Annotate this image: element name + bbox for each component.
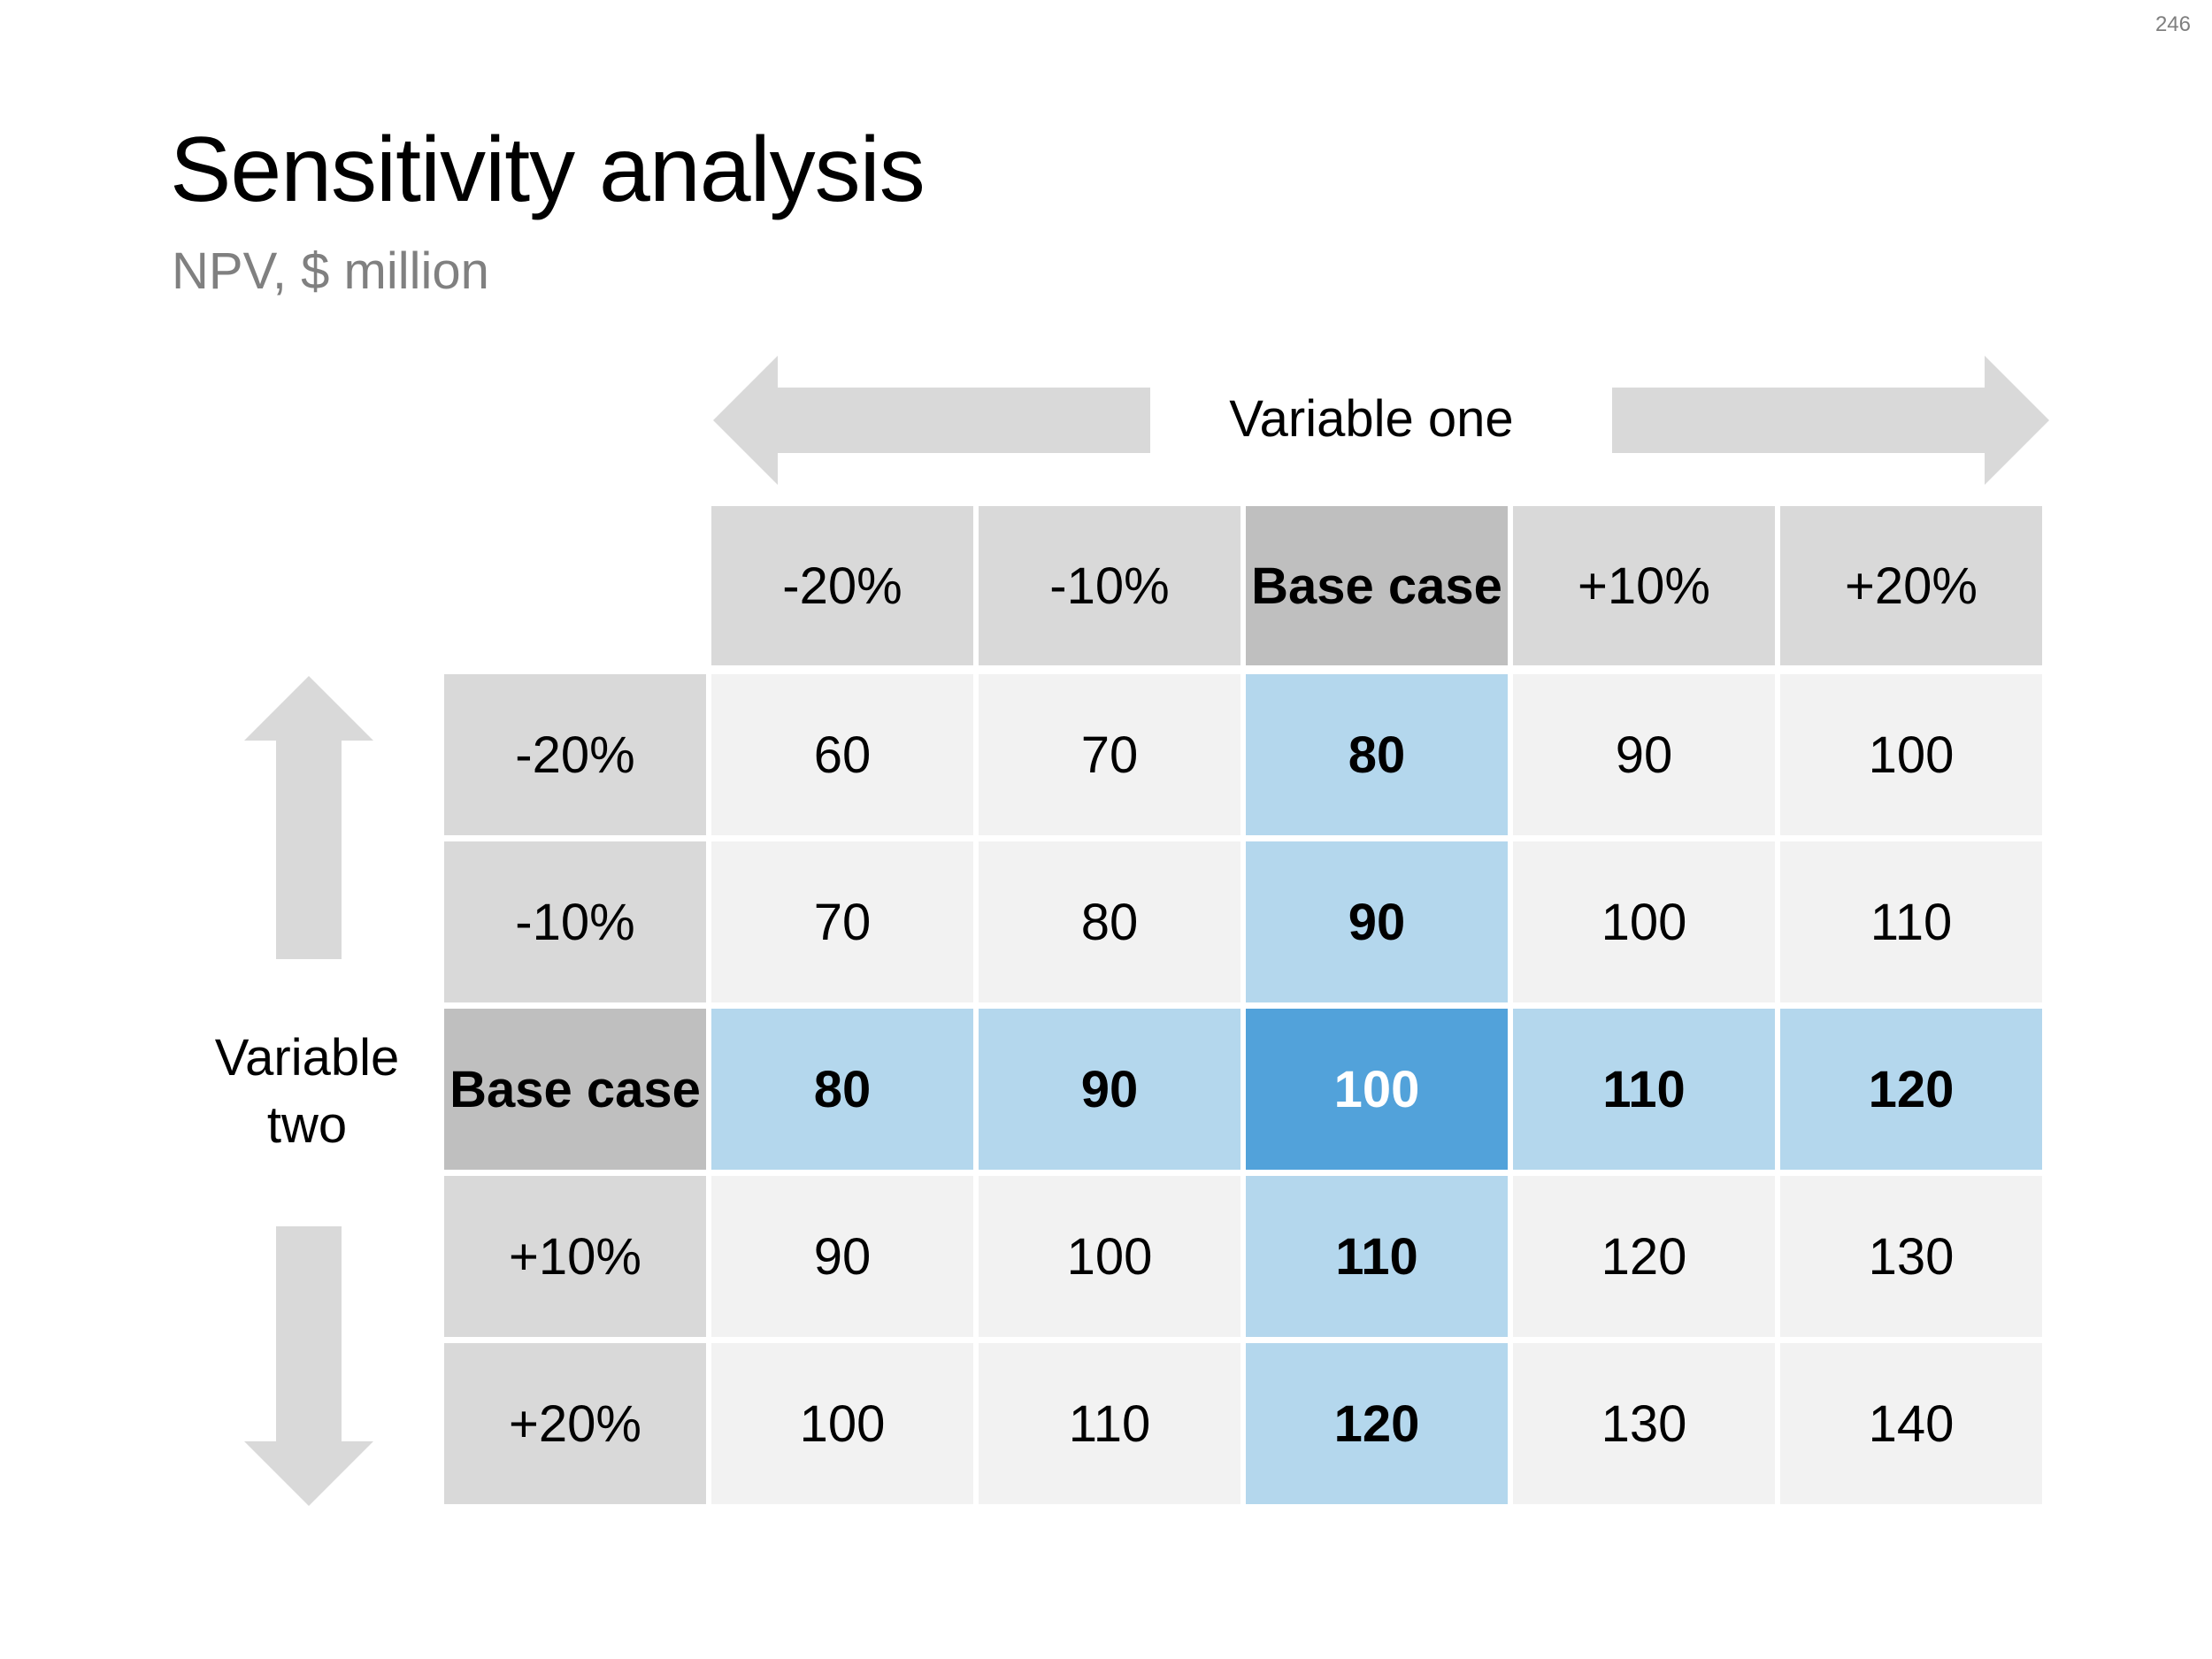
table-cell: 90 — [711, 1176, 973, 1337]
table-cell: 130 — [1513, 1343, 1775, 1504]
table-cell: 130 — [1780, 1176, 2042, 1337]
table-cell: 70 — [711, 841, 973, 1002]
table-cell: 100 — [1513, 841, 1775, 1002]
column-header: -10% — [979, 506, 1240, 665]
variable-two-label: Variable two — [168, 1025, 446, 1159]
table-cell: 100 — [1780, 674, 2042, 835]
column-header: +10% — [1513, 506, 1775, 665]
column-header: -20% — [711, 506, 973, 665]
row-header: +20% — [444, 1343, 706, 1504]
table-cell: 140 — [1780, 1343, 2042, 1504]
table-cell: 110 — [1780, 841, 2042, 1002]
table-cell: 90 — [1513, 674, 1775, 835]
table-cell: 90 — [979, 1009, 1240, 1170]
table-cell: 120 — [1780, 1009, 2042, 1170]
table-cell: 120 — [1246, 1343, 1508, 1504]
table-cell: 70 — [979, 674, 1240, 835]
variable-two-label-line-1: Variable — [214, 1029, 400, 1087]
variable-two-label-line-2: two — [266, 1096, 348, 1154]
table-cell: 120 — [1513, 1176, 1775, 1337]
table-cell: 100 — [979, 1176, 1240, 1337]
arrow-up-icon — [244, 676, 373, 959]
table-cell: 100 — [1246, 1009, 1508, 1170]
variable-one-label: Variable one — [1229, 390, 1514, 448]
page-title: Sensitivity analysis — [170, 119, 926, 221]
table-cell: 60 — [711, 674, 973, 835]
table-cell: 80 — [979, 841, 1240, 1002]
column-header: Base case — [1246, 506, 1508, 665]
table-cell: 110 — [1246, 1176, 1508, 1337]
column-header: +20% — [1780, 506, 2042, 665]
table-cell: 110 — [1513, 1009, 1775, 1170]
page-number: 246 — [2154, 12, 2191, 36]
arrow-left-icon — [713, 356, 1150, 485]
row-header: Base case — [444, 1009, 706, 1170]
table-cell: 100 — [711, 1343, 973, 1504]
table-cell: 90 — [1246, 841, 1508, 1002]
table-cell: 80 — [711, 1009, 973, 1170]
page-subtitle: NPV, $ million — [172, 242, 489, 300]
arrow-right-icon — [1612, 356, 2049, 485]
row-header: +10% — [444, 1176, 706, 1337]
row-header: -10% — [444, 841, 706, 1002]
row-header: -20% — [444, 674, 706, 835]
arrow-down-icon — [244, 1226, 373, 1506]
table-cell: 110 — [979, 1343, 1240, 1504]
table-cell: 80 — [1246, 674, 1508, 835]
